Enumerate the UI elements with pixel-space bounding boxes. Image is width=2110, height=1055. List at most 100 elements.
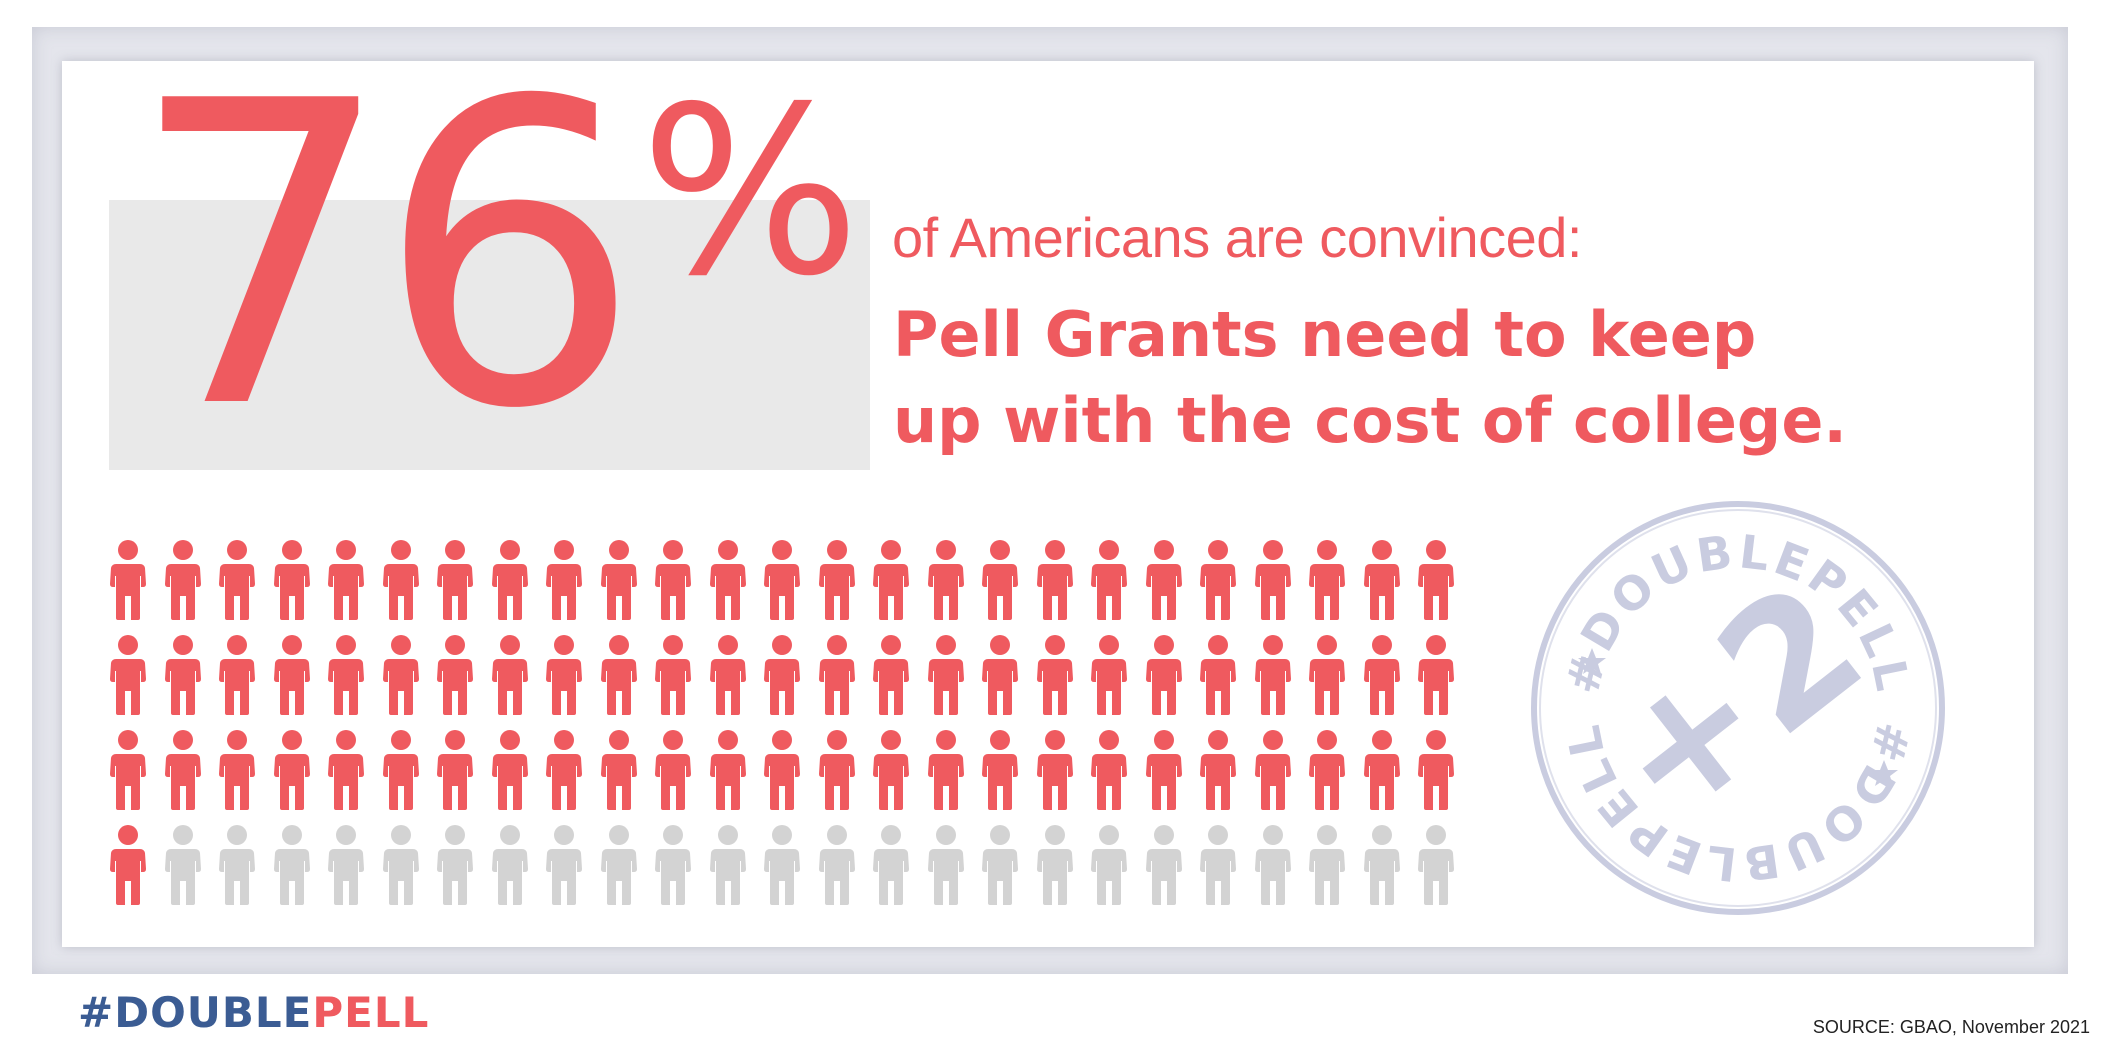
person-icon xyxy=(982,540,1028,620)
person-icon xyxy=(1363,635,1410,715)
person-icon xyxy=(600,825,647,905)
person-icon xyxy=(1200,730,1246,810)
headline-line-1: Pell Grants need to keep xyxy=(893,298,1757,371)
person-icon xyxy=(764,730,810,810)
person-icon xyxy=(709,730,756,810)
person-icon xyxy=(982,825,1028,905)
person-icon xyxy=(1091,825,1137,905)
people-pictograph xyxy=(110,540,1470,920)
person-icon xyxy=(1363,825,1410,905)
person-icon xyxy=(328,825,374,905)
person-icon xyxy=(164,635,211,715)
person-icon xyxy=(927,540,974,620)
person-icon xyxy=(1309,635,1355,715)
person-icon xyxy=(382,635,429,715)
person-icon xyxy=(437,635,483,715)
person-icon xyxy=(709,825,756,905)
hashtag-hash: # xyxy=(78,988,115,1037)
person-icon xyxy=(1036,730,1083,810)
person-icon xyxy=(219,730,265,810)
person-icon xyxy=(1145,540,1192,620)
person-icon xyxy=(873,730,919,810)
person-icon xyxy=(600,635,647,715)
person-icon xyxy=(110,825,156,905)
number-highlight-box xyxy=(109,200,870,470)
person-icon xyxy=(1254,730,1301,810)
person-icon xyxy=(273,825,320,905)
person-icon xyxy=(328,730,374,810)
person-icon xyxy=(655,825,701,905)
person-icon xyxy=(164,540,211,620)
person-icon xyxy=(982,730,1028,810)
person-icon xyxy=(328,540,374,620)
person-icon xyxy=(491,825,538,905)
person-icon xyxy=(1254,540,1301,620)
person-icon xyxy=(818,825,865,905)
person-icon xyxy=(437,540,483,620)
person-icon xyxy=(1418,730,1464,810)
person-icon xyxy=(600,730,647,810)
person-icon xyxy=(382,730,429,810)
person-icon xyxy=(1254,825,1301,905)
person-icon xyxy=(927,635,974,715)
source-citation: SOURCE: GBAO, November 2021 xyxy=(1812,1017,2090,1037)
person-icon xyxy=(437,825,483,905)
person-icon xyxy=(382,825,429,905)
hashtag-double: DOUBLE xyxy=(114,988,313,1037)
person-icon xyxy=(818,540,865,620)
person-icon xyxy=(546,635,592,715)
person-icon xyxy=(437,730,483,810)
person-icon xyxy=(818,730,865,810)
person-icon xyxy=(764,635,810,715)
star-icon xyxy=(1578,648,1606,674)
star-icon xyxy=(1870,760,1898,786)
person-icon xyxy=(546,825,592,905)
person-icon xyxy=(382,540,429,620)
person-icon xyxy=(491,540,538,620)
person-icon xyxy=(655,635,701,715)
person-icon xyxy=(764,540,810,620)
person-icon xyxy=(1418,635,1464,715)
person-icon xyxy=(1145,730,1192,810)
doublepell-stamp-logo: #DOUBLEPELL #DOUBLEPELL +2 xyxy=(1531,501,1945,915)
person-icon xyxy=(328,635,374,715)
intro-text: of Americans are convinced: xyxy=(892,206,1582,269)
person-icon xyxy=(1036,825,1083,905)
percent-sign: % xyxy=(640,57,861,327)
person-icon xyxy=(1145,825,1192,905)
person-icon xyxy=(1418,540,1464,620)
person-icon xyxy=(600,540,647,620)
person-icon xyxy=(1145,635,1192,715)
person-icon xyxy=(491,730,538,810)
person-icon xyxy=(1200,635,1246,715)
person-icon xyxy=(110,635,156,715)
person-icon xyxy=(1309,730,1355,810)
person-icon xyxy=(1418,825,1464,905)
doublepell-hashtag: #DOUBLEPELL xyxy=(78,988,429,1037)
person-icon xyxy=(273,540,320,620)
person-icon xyxy=(1036,540,1083,620)
person-icon xyxy=(1091,635,1137,715)
person-icon xyxy=(219,540,265,620)
person-icon xyxy=(1363,730,1410,810)
headline-text: Pell Grants need to keep up with the cos… xyxy=(893,292,1847,464)
person-icon xyxy=(1091,540,1137,620)
person-icon xyxy=(273,730,320,810)
person-icon xyxy=(1309,825,1355,905)
person-icon xyxy=(764,825,810,905)
person-icon xyxy=(1200,825,1246,905)
person-icon xyxy=(818,635,865,715)
person-icon xyxy=(1036,635,1083,715)
person-icon xyxy=(927,730,974,810)
person-icon xyxy=(110,730,156,810)
person-icon xyxy=(655,730,701,810)
person-icon xyxy=(1363,540,1410,620)
person-icon xyxy=(1091,730,1137,810)
person-icon xyxy=(873,825,919,905)
person-icon xyxy=(709,635,756,715)
person-icon xyxy=(219,635,265,715)
person-icon xyxy=(1200,540,1246,620)
person-icon xyxy=(219,825,265,905)
person-icon xyxy=(164,825,211,905)
person-icon xyxy=(546,540,592,620)
